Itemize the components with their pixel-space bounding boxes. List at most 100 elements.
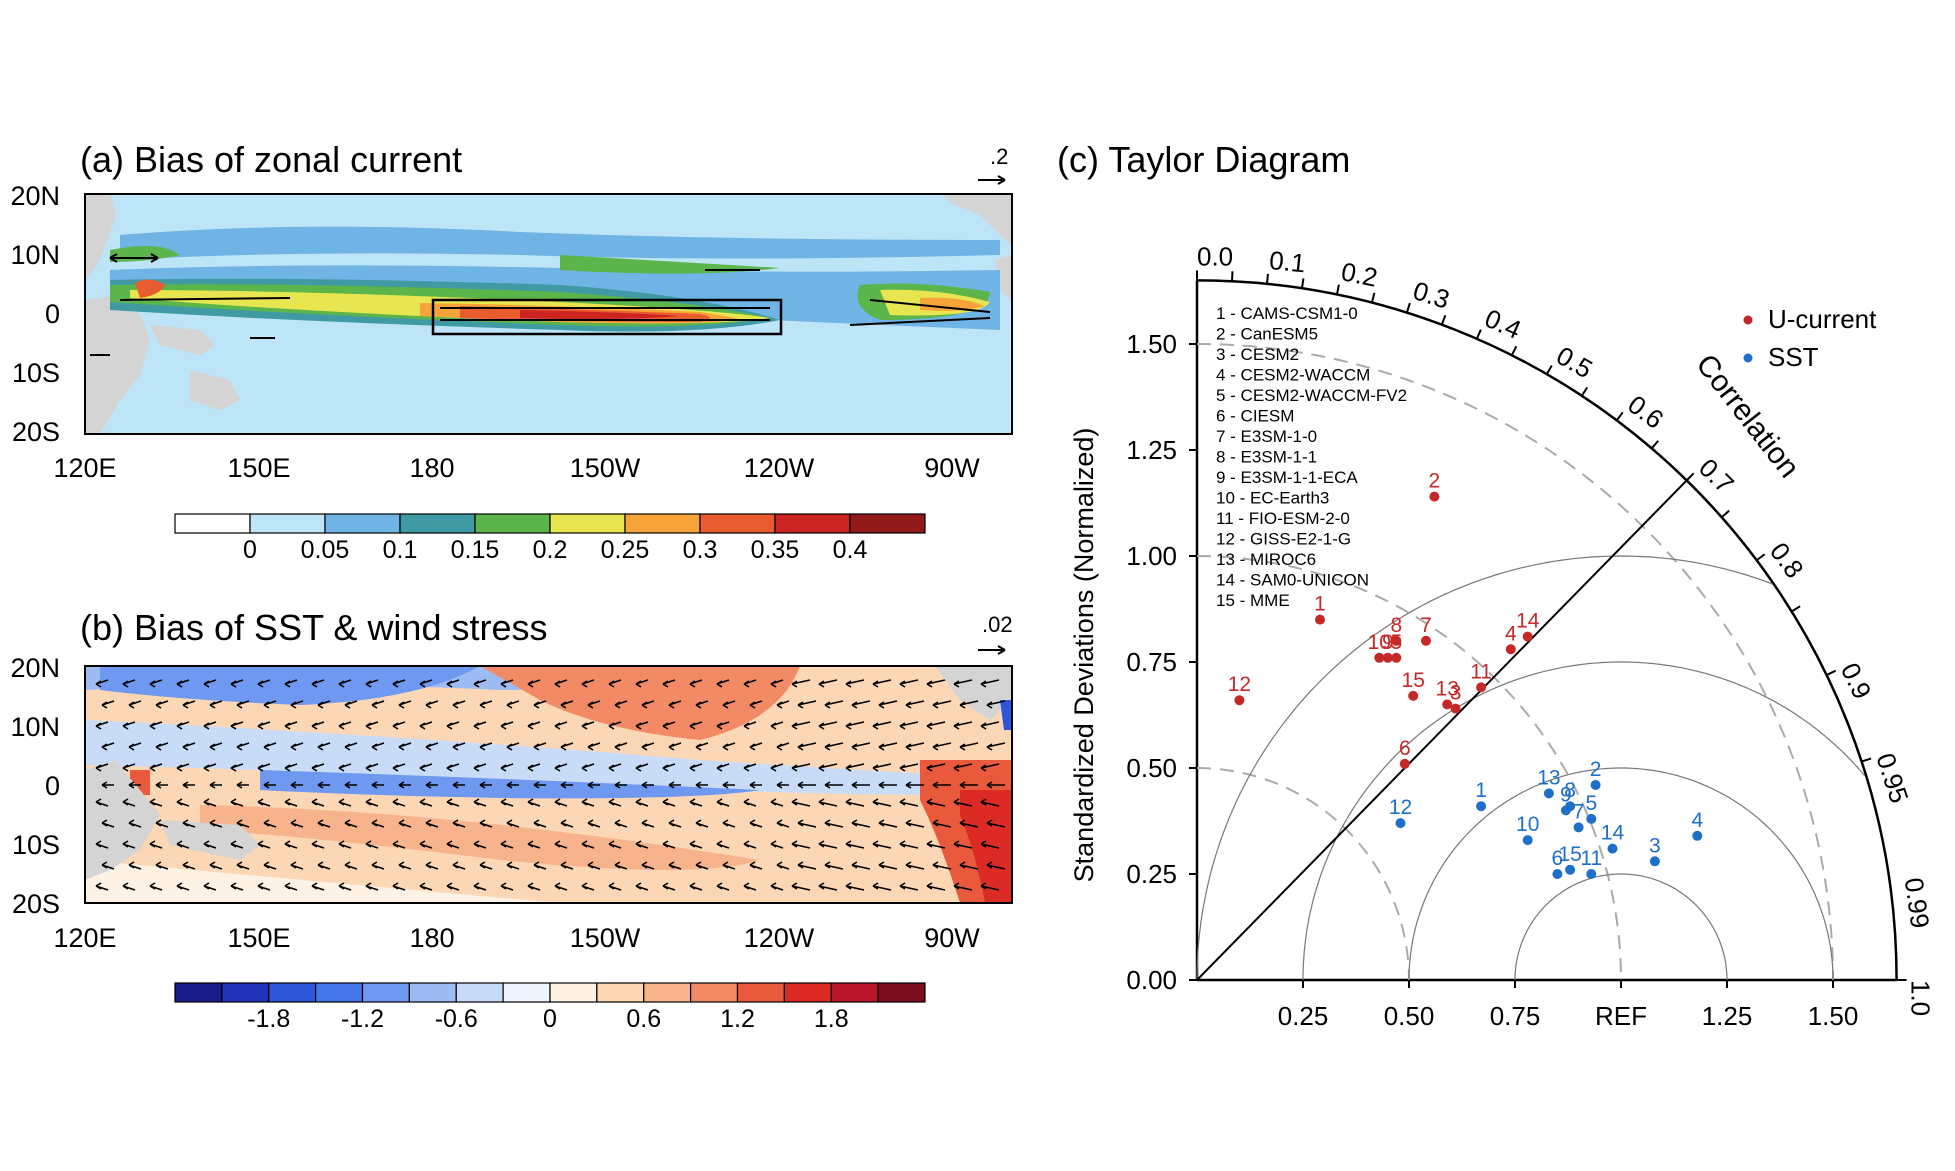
wind-arrow — [662, 763, 676, 772]
wind-arrow — [818, 721, 838, 730]
wind-arrow — [284, 679, 298, 688]
wind-arrow — [317, 819, 331, 828]
data-point — [1382, 652, 1393, 663]
corr-tick-label: 0.6 — [1622, 389, 1669, 435]
wind-arrow — [986, 861, 1006, 870]
wind-arrow — [122, 679, 136, 688]
wind-arrow — [365, 840, 379, 849]
wind-arrow — [818, 679, 838, 688]
wind-arrow — [689, 763, 703, 772]
wind-arrow — [419, 763, 433, 772]
panel-a-colorbar-labels: 0 0.05 0.1 0.15 0.2 0.25 0.3 0.35 0.4 — [243, 536, 867, 564]
data-point-label: 15 — [1402, 669, 1425, 692]
wind-arrow — [797, 781, 816, 789]
wind-arrow — [392, 679, 406, 688]
wind-arrow — [155, 861, 169, 870]
wind-arrow — [716, 679, 730, 688]
wind-arrow — [560, 700, 574, 709]
model-list-item: 7 - E3SM-1-0 — [1216, 427, 1317, 446]
wind-arrow — [284, 840, 298, 849]
data-point-label: 15 — [1558, 843, 1581, 866]
wind-arrow — [980, 679, 1000, 688]
corr-tick-label: 0.9 — [1835, 658, 1878, 704]
colorbar-swatch — [774, 513, 851, 534]
data-point — [1552, 869, 1563, 879]
wind-arrow — [128, 861, 142, 870]
wind-arrow — [122, 798, 136, 807]
wind-arrow — [587, 781, 600, 789]
wind-arrow — [182, 700, 196, 709]
wind-arrow — [641, 742, 655, 751]
wind-arrow — [695, 700, 709, 709]
data-point — [1374, 652, 1385, 663]
wind-arrow — [791, 840, 811, 849]
wind-arrow — [338, 679, 352, 688]
panel-c: (c) Taylor Diagram Standardized Deviatio… — [1057, 139, 1936, 1031]
wind-arrow — [959, 700, 979, 709]
wind-arrow — [311, 798, 325, 807]
wind-arrow — [899, 721, 919, 730]
wind-arrow — [872, 882, 892, 891]
wind-arrow — [344, 819, 358, 828]
data-point-label: 3 — [1649, 834, 1661, 857]
data-point-label: 8 — [1390, 614, 1402, 637]
wind-arrow — [176, 721, 190, 730]
wind-arrow — [101, 819, 115, 828]
corr-tick — [1650, 440, 1659, 450]
taylor-grid — [1189, 270, 1907, 988]
wind-arrow — [872, 679, 892, 688]
wind-arrow — [230, 679, 244, 688]
lat-label: 10N — [10, 240, 60, 270]
wind-arrow — [419, 882, 433, 891]
colorbar-label: 0 — [243, 536, 257, 564]
wind-arrow — [290, 781, 303, 789]
wind-arrow — [587, 742, 601, 751]
colorbar-label: -1.8 — [247, 1005, 290, 1033]
colorbar-swatch — [830, 982, 879, 1003]
wind-arrow — [899, 679, 919, 688]
wind-arrow — [425, 781, 438, 789]
wind-arrow — [635, 763, 649, 772]
wind-arrow — [236, 742, 250, 751]
wind-arrow — [749, 781, 762, 789]
wind-arrow — [473, 798, 487, 807]
wind-arrow — [635, 721, 649, 730]
wind-arrow — [263, 700, 277, 709]
wind-arrow — [668, 742, 682, 751]
data-point — [1505, 644, 1516, 655]
colorbar-swatch — [849, 513, 926, 534]
wind-arrow — [932, 819, 952, 828]
wind-arrow — [473, 840, 487, 849]
panel-b-map — [84, 665, 1013, 904]
wind-arrow — [635, 882, 649, 891]
wind-arrow — [689, 721, 703, 730]
wind-arrow — [554, 721, 568, 730]
wind-arrow — [554, 840, 568, 849]
wind-arrow — [668, 861, 682, 870]
wind-arrow — [425, 700, 439, 709]
panel-a-lat-labels: 20N 10N 0 10S 20S — [10, 181, 60, 447]
wind-arrow — [662, 798, 676, 807]
colorbar-swatch — [549, 982, 598, 1003]
model-list-item: 13 - MIROC6 — [1216, 550, 1316, 569]
wind-arrow — [365, 882, 379, 891]
wind-arrow — [716, 798, 730, 807]
wind-arrow — [770, 679, 784, 688]
wind-arrow — [527, 721, 541, 730]
corr-tick — [1686, 472, 1695, 482]
wind-arrow — [797, 742, 817, 751]
lon-label: 150W — [570, 453, 641, 483]
data-point — [1421, 635, 1431, 646]
wind-arrow — [959, 861, 979, 870]
wind-arrow — [926, 840, 946, 849]
wind-arrow — [872, 840, 892, 849]
wind-arrow — [695, 819, 709, 828]
wind-arrow — [980, 763, 1000, 772]
wind-arrow — [953, 882, 973, 891]
wind-arrow — [392, 882, 406, 891]
colorbar-swatch — [455, 982, 504, 1003]
rms-arc — [1196, 555, 1774, 981]
colorbar-swatch — [408, 982, 457, 1003]
wind-arrow — [317, 781, 330, 789]
lon-label: 120W — [744, 923, 815, 953]
